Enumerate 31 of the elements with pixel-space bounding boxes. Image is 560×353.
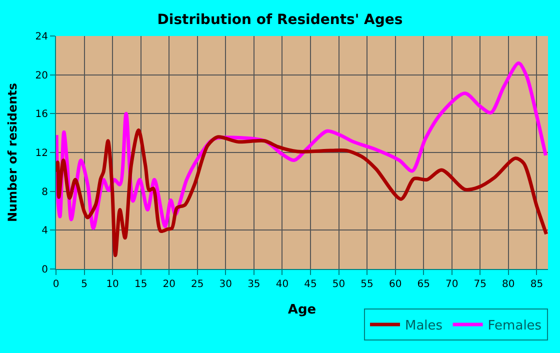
x-tick-label: 20 <box>162 279 176 290</box>
x-tick-label: 55 <box>360 279 374 290</box>
x-tick-label: 5 <box>81 279 88 290</box>
x-axis-title: Age <box>288 302 316 318</box>
legend-label: Males <box>405 318 443 334</box>
y-tick-label: 16 <box>35 109 48 120</box>
y-tick-label: 0 <box>42 264 48 276</box>
x-tick-label: 50 <box>332 279 346 290</box>
y-tick-label: 24 <box>35 32 48 42</box>
y-tick-label: 4 <box>42 226 48 237</box>
x-tick-label: 60 <box>388 279 402 290</box>
y-tick-label: 12 <box>35 148 48 159</box>
x-tick-label: 80 <box>502 279 515 290</box>
line-series <box>56 128 548 258</box>
x-tick-label: 0 <box>52 279 60 290</box>
y-tick-label: 20 <box>35 70 48 82</box>
x-tick-label: 30 <box>219 279 232 290</box>
chart-title: Distribution of Residents' Ages <box>157 12 403 28</box>
x-tick-label: 10 <box>106 279 119 290</box>
x-tick-label: 45 <box>304 279 317 290</box>
legend-label: Females <box>488 318 542 334</box>
x-tick-label: 40 <box>276 279 289 290</box>
x-tick-label: 75 <box>474 279 487 290</box>
x-tick-label: 15 <box>134 279 148 290</box>
x-tick-label: 70 <box>445 279 458 290</box>
y-tick-label: 8 <box>42 186 48 198</box>
x-tick-label: 25 <box>191 279 204 290</box>
x-tick-label: 65 <box>417 279 430 290</box>
x-tick-label: 85 <box>530 279 544 290</box>
y-axis-title: Number of residents <box>6 82 20 222</box>
x-tick-label: 35 <box>248 279 260 290</box>
